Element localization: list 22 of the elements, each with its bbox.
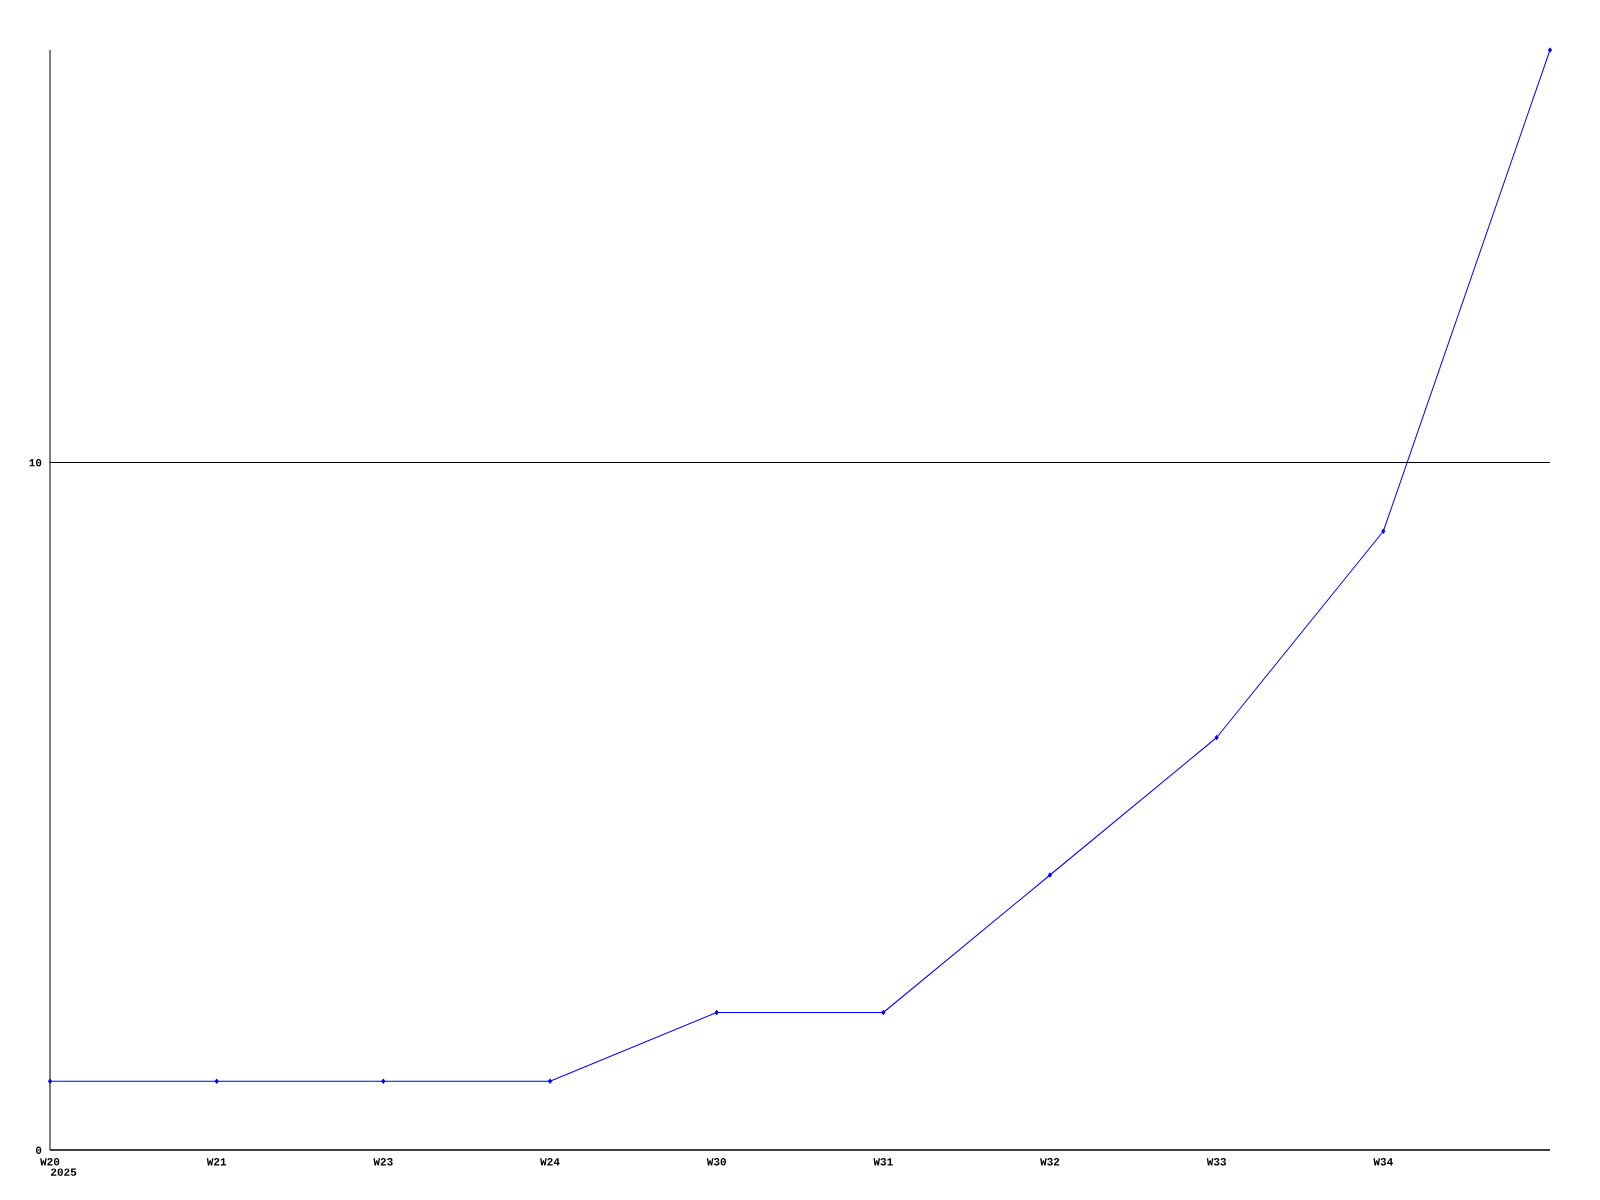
point	[1214, 735, 1219, 740]
x-tick-label: W20	[40, 1158, 60, 1166]
x-tick-label: W31	[873, 1158, 893, 1166]
point	[548, 1078, 553, 1084]
point	[714, 1010, 719, 1015]
point	[1381, 528, 1386, 534]
point	[381, 1078, 386, 1084]
x-tick-label: W32	[1040, 1158, 1060, 1166]
point	[881, 1010, 886, 1015]
x-tick-label: W23	[373, 1158, 393, 1166]
point	[1548, 47, 1553, 53]
x-tick-label: W24	[540, 1158, 560, 1166]
y-tick-label: 10	[29, 458, 42, 467]
x-tick-label: W21	[206, 1158, 227, 1166]
x-tick-label: W34	[1373, 1158, 1393, 1166]
point	[214, 1078, 219, 1084]
x-tick-label: W30	[706, 1158, 726, 1166]
text: 2025	[51, 1168, 77, 1176]
y-tick-label: 0	[35, 1146, 42, 1154]
point	[1048, 872, 1053, 878]
x-tick-label: W33	[1206, 1158, 1227, 1166]
point	[48, 1078, 52, 1084]
